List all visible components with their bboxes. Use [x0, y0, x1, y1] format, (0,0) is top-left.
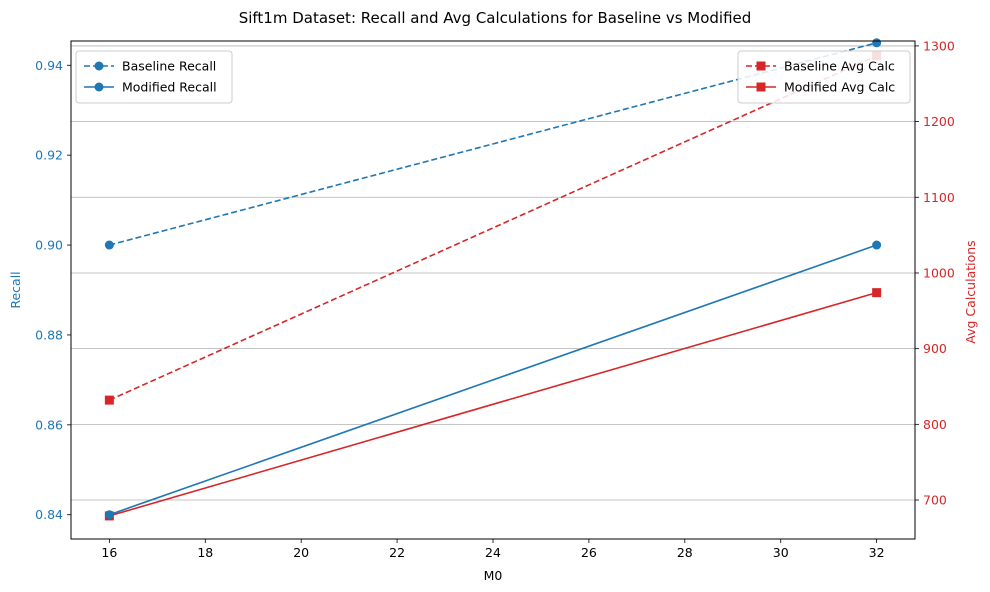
- x-tick-label: 16: [101, 545, 117, 560]
- y-axis-right-label: Avg Calculations: [963, 240, 978, 343]
- y-left-tick-label: 0.84: [35, 507, 63, 522]
- legend-marker: [94, 61, 104, 71]
- baseline-avg-calc-point: [104, 395, 114, 405]
- y-right-tick-label: 1100: [923, 190, 955, 205]
- x-tick-label: 18: [197, 545, 213, 560]
- legend-marker: [94, 82, 104, 92]
- axes: 16 18 20 22 24 26 28 30 32 0.84 0.86 0.88 0.90 0.92 0.…: [35, 38, 955, 560]
- baseline-avg-calc-line: [109, 55, 877, 401]
- y-right-tick-label: 900: [923, 341, 947, 356]
- chart-title: Sift1m Dataset: Recall and Avg Calculati…: [239, 9, 752, 27]
- x-tick-label: 30: [773, 545, 789, 560]
- y-left-tick-label: 0.86: [35, 417, 63, 432]
- modified-recall-point: [872, 240, 882, 250]
- y-right-tick-label: 700: [923, 493, 947, 508]
- legend-marker: [756, 61, 766, 71]
- legend-label: Modified Avg Calc: [784, 80, 895, 95]
- x-tick-label: 26: [581, 545, 597, 560]
- legend-marker: [756, 82, 766, 92]
- y-left-tick-label: 0.94: [35, 58, 63, 73]
- legend-left-box: [75, 50, 233, 104]
- x-tick-label: 24: [485, 545, 501, 560]
- modified-recall-point: [104, 510, 114, 520]
- legend-label: Baseline Recall: [122, 59, 216, 74]
- modified-recall-line: [109, 244, 877, 516]
- baseline-recall-point: [872, 38, 882, 48]
- y-right-tick-label: 1000: [923, 265, 955, 280]
- x-axis-label: M0: [484, 568, 503, 583]
- x-tick-label: 32: [869, 545, 885, 560]
- y-axis-left-label: Recall: [8, 271, 23, 308]
- legend-label: Modified Recall: [122, 80, 217, 95]
- modified-avg-calc-point: [872, 288, 882, 298]
- x-tick-label: 28: [677, 545, 693, 560]
- x-tick-label: 22: [389, 545, 405, 560]
- baseline-recall-point: [104, 240, 114, 250]
- legend-left: Baseline Recall Modified Recall: [75, 50, 233, 104]
- legend-right: Baseline Avg Calc Modified Avg Calc: [737, 50, 911, 104]
- grid: [71, 45, 915, 501]
- legend-label: Baseline Avg Calc: [784, 59, 895, 74]
- y-left-tick-label: 0.90: [35, 238, 63, 253]
- y-right-tick-label: 800: [923, 417, 947, 432]
- y-right-tick-label: 1200: [923, 114, 955, 129]
- x-tick-label: 20: [293, 545, 309, 560]
- modified-avg-calc-line: [109, 291, 877, 517]
- y-right-tick-label: 1300: [923, 38, 955, 53]
- legend-right-box: [737, 50, 911, 104]
- y-left-tick-label: 0.92: [35, 148, 63, 163]
- y-left-tick-label: 0.88: [35, 327, 63, 342]
